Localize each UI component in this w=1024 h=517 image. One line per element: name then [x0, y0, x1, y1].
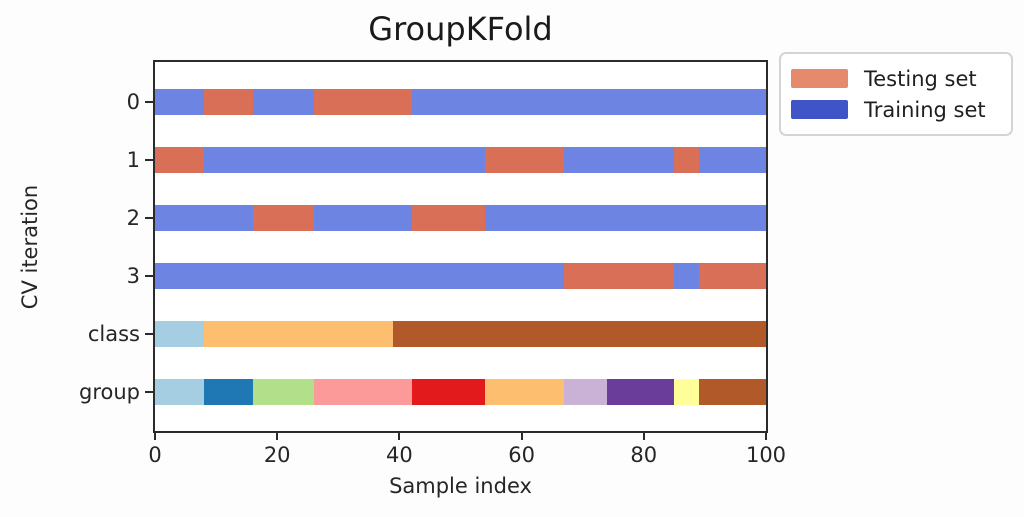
- x-tick-mark: [520, 432, 523, 440]
- segment-train: [203, 147, 485, 173]
- segment-group-6: [564, 379, 608, 405]
- x-axis-label: Sample index: [389, 474, 532, 498]
- legend: Testing set Training set: [779, 52, 1013, 136]
- y-tick-label-group: group: [79, 380, 140, 404]
- legend-swatch-training-set: [791, 100, 848, 119]
- segment-train: [564, 147, 675, 173]
- cv-row-class: [155, 321, 766, 347]
- y-tick-label-3: 3: [126, 264, 140, 288]
- segment-test: [484, 147, 565, 173]
- segment-train: [252, 89, 314, 115]
- x-tick-mark: [398, 432, 401, 440]
- segment-group-5: [484, 379, 565, 405]
- x-tick-mark: [765, 432, 767, 440]
- segment-class-2: [393, 321, 766, 347]
- segment-group-7: [607, 379, 675, 405]
- y-tick-mark: [145, 159, 154, 161]
- segment-train: [698, 147, 766, 173]
- y-tick-mark: [145, 333, 154, 335]
- segment-train: [674, 263, 699, 289]
- segment-test: [313, 89, 412, 115]
- segment-test: [252, 205, 314, 231]
- x-tick-mark: [154, 432, 156, 440]
- cv-row-3: [155, 263, 766, 289]
- segment-group-1: [203, 379, 253, 405]
- y-tick-label-class: class: [87, 322, 140, 346]
- chart-title: GroupKFold: [368, 10, 553, 48]
- x-tick-label-20: 20: [263, 443, 291, 467]
- y-tick-label-1: 1: [126, 148, 140, 172]
- legend-item: Training set: [791, 94, 1001, 125]
- x-tick-mark: [276, 432, 279, 440]
- segment-group-9: [698, 379, 766, 405]
- x-tick-label-40: 40: [386, 443, 413, 467]
- segment-test: [411, 205, 485, 231]
- segment-class-0: [155, 321, 204, 347]
- segment-group-3: [313, 379, 412, 405]
- cv-row-2: [155, 205, 766, 231]
- y-tick-mark: [145, 101, 154, 103]
- y-tick-label-2: 2: [126, 206, 140, 230]
- segment-test: [564, 263, 675, 289]
- legend-label: Testing set: [864, 66, 977, 91]
- legend-swatch-testing-set: [791, 69, 848, 88]
- segment-test: [698, 263, 766, 289]
- segment-group-8: [674, 379, 699, 405]
- segment-test: [674, 147, 699, 173]
- y-tick-mark: [145, 275, 154, 277]
- segment-train: [155, 205, 253, 231]
- y-tick-label-0: 0: [126, 90, 140, 114]
- segment-class-1: [203, 321, 394, 347]
- y-axis-label: CV iteration: [18, 184, 42, 310]
- y-tick-mark: [145, 391, 154, 393]
- segment-train: [313, 205, 412, 231]
- segment-group-2: [252, 379, 314, 405]
- y-tick-mark: [145, 217, 154, 219]
- legend-item: Testing set: [791, 63, 1001, 94]
- x-tick-mark: [642, 432, 645, 440]
- plot-area: 0 1 2 3 class group 0 20 40 60 80 100: [79, 60, 786, 467]
- cv-row-0: [155, 89, 766, 115]
- segment-train: [155, 263, 565, 289]
- segment-group-4: [411, 379, 485, 405]
- segment-group-0: [155, 379, 204, 405]
- segment-test: [203, 89, 253, 115]
- segment-train: [484, 205, 766, 231]
- segment-test: [155, 147, 204, 173]
- cv-row-1: [155, 147, 766, 173]
- x-tick-label-60: 60: [508, 443, 535, 467]
- x-tick-label-100: 100: [745, 443, 787, 467]
- segment-train: [411, 89, 766, 115]
- legend-label: Training set: [864, 97, 986, 122]
- segment-train: [155, 89, 204, 115]
- x-tick-label-0: 0: [148, 443, 162, 467]
- x-tick-label-80: 80: [630, 443, 658, 467]
- cv-row-group: [155, 379, 766, 405]
